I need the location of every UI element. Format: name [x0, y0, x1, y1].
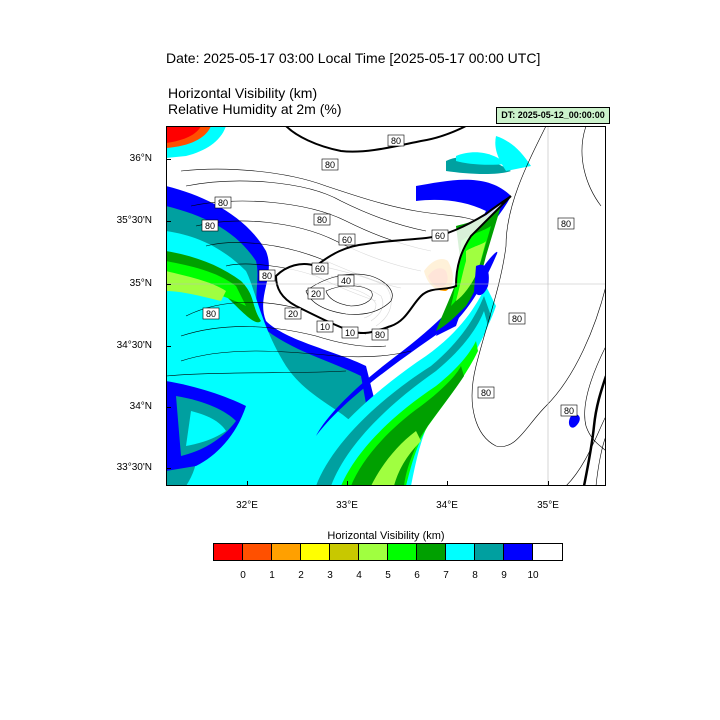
- colorbar-swatch: [417, 544, 446, 560]
- lat-label: 33°30'N: [116, 462, 152, 473]
- lat-tick: [166, 407, 171, 408]
- svg-text:80: 80: [205, 221, 215, 231]
- field-label-visibility: Horizontal Visibility (km): [168, 85, 318, 101]
- lon-label: 32°E: [236, 500, 258, 511]
- svg-text:20: 20: [288, 309, 298, 319]
- svg-text:20: 20: [311, 289, 321, 299]
- colorbar-swatch: [272, 544, 301, 560]
- colorbar-swatch: [533, 544, 562, 560]
- svg-text:80: 80: [262, 271, 272, 281]
- svg-text:60: 60: [435, 231, 445, 241]
- lon-tick: [347, 481, 348, 486]
- map-plot: 80 80 80 80 80 80 80 80 80 80 80 60 60 6…: [166, 126, 606, 486]
- contour-label: 80: [477, 386, 495, 399]
- colorbar-swatch: [475, 544, 504, 560]
- contour-label: 80: [560, 404, 578, 417]
- colorbar-tick-label: 0: [240, 570, 246, 581]
- colorbar-swatch: [446, 544, 475, 560]
- contour-label: 80: [387, 134, 405, 147]
- colorbar-tick-label: 5: [385, 570, 391, 581]
- colorbar-swatch: [214, 544, 243, 560]
- colorbar-tick-label: 6: [414, 570, 420, 581]
- svg-text:80: 80: [325, 160, 335, 170]
- svg-text:40: 40: [341, 276, 351, 286]
- colorbar: [213, 543, 563, 561]
- lat-label: 34°30'N: [116, 340, 152, 351]
- contour-label: 80: [557, 217, 575, 230]
- svg-text:80: 80: [206, 309, 216, 319]
- svg-text:10: 10: [345, 328, 355, 338]
- visibility-band-west: [166, 186, 396, 486]
- visibility-corner-northwest: [166, 126, 226, 158]
- colorbar-swatch: [359, 544, 388, 560]
- colorbar-swatch: [330, 544, 359, 560]
- svg-text:80: 80: [375, 330, 385, 340]
- graticule: [166, 126, 606, 486]
- svg-text:80: 80: [564, 406, 574, 416]
- colorbar-tick-label: 2: [298, 570, 304, 581]
- colorbar-swatch: [301, 544, 330, 560]
- contour-label: 80: [313, 213, 331, 226]
- svg-text:80: 80: [317, 215, 327, 225]
- lat-tick: [166, 468, 171, 469]
- svg-text:80: 80: [218, 198, 228, 208]
- lat-tick: [166, 284, 171, 285]
- contour-label: 20: [307, 287, 325, 300]
- contour-label: 10: [316, 320, 334, 333]
- svg-text:60: 60: [315, 264, 325, 274]
- lon-tick: [247, 481, 248, 486]
- contour-label: 80: [214, 196, 232, 209]
- lon-tick: [447, 481, 448, 486]
- lat-tick: [166, 159, 171, 160]
- visibility-plume-south: [301, 251, 498, 486]
- contour-label: 80: [201, 219, 219, 232]
- contour-label: 80: [508, 312, 526, 325]
- map-title: Date: 2025-05-17 03:00 Local Time [2025-…: [166, 50, 541, 66]
- svg-text:80: 80: [481, 388, 491, 398]
- island-interior-contours: [305, 273, 393, 315]
- colorbar-title: Horizontal Visibility (km): [327, 530, 445, 542]
- lon-label: 33°E: [336, 500, 358, 511]
- contour-label: 80: [202, 307, 220, 320]
- lat-tick: [166, 221, 171, 222]
- svg-text:60: 60: [342, 235, 352, 245]
- colorbar-swatch: [243, 544, 272, 560]
- turkey-coastline: [285, 126, 467, 153]
- colorbar-tick-label: 4: [356, 570, 362, 581]
- contour-label: 80: [258, 269, 276, 282]
- lon-tick: [548, 481, 549, 486]
- colorbar-swatch: [388, 544, 417, 560]
- colorbar-tick-label: 1: [269, 570, 275, 581]
- contour-label: 60: [431, 229, 449, 242]
- lon-label: 35°E: [537, 500, 559, 511]
- lon-label: 34°E: [436, 500, 458, 511]
- contour-label: 10: [341, 326, 359, 339]
- svg-text:80: 80: [512, 314, 522, 324]
- field-label-humidity: Relative Humidity at 2m (%): [168, 101, 342, 117]
- colorbar-tick-label: 10: [527, 570, 539, 581]
- svg-text:80: 80: [391, 136, 401, 146]
- contour-label: 80: [321, 158, 339, 171]
- contour-label: 40: [337, 274, 355, 287]
- init-time-badge: DT: 2025-05-12_00:00:00: [496, 107, 610, 124]
- colorbar-tick-label: 3: [327, 570, 333, 581]
- lat-label: 35°30'N: [116, 215, 152, 226]
- colorbar-swatch: [504, 544, 533, 560]
- lat-label: 36°N: [129, 153, 152, 164]
- levant-coastline: [582, 375, 606, 486]
- contour-label: 20: [284, 307, 302, 320]
- lat-label: 35°N: [129, 278, 152, 289]
- contour-label: 80: [371, 328, 389, 341]
- contour-label: 60: [311, 262, 329, 275]
- lat-tick: [166, 346, 171, 347]
- contour-labels: 80 80 80 80 80 80 80 80 80 80 80 60 60 6…: [201, 134, 578, 417]
- contour-label: 60: [338, 233, 356, 246]
- lat-label: 34°N: [129, 401, 152, 412]
- visibility-spot-east: [568, 414, 580, 428]
- svg-text:80: 80: [561, 219, 571, 229]
- colorbar-tick-label: 8: [472, 570, 478, 581]
- svg-text:10: 10: [320, 322, 330, 332]
- colorbar-tick-label: 7: [443, 570, 449, 581]
- colorbar-tick-label: 9: [501, 570, 507, 581]
